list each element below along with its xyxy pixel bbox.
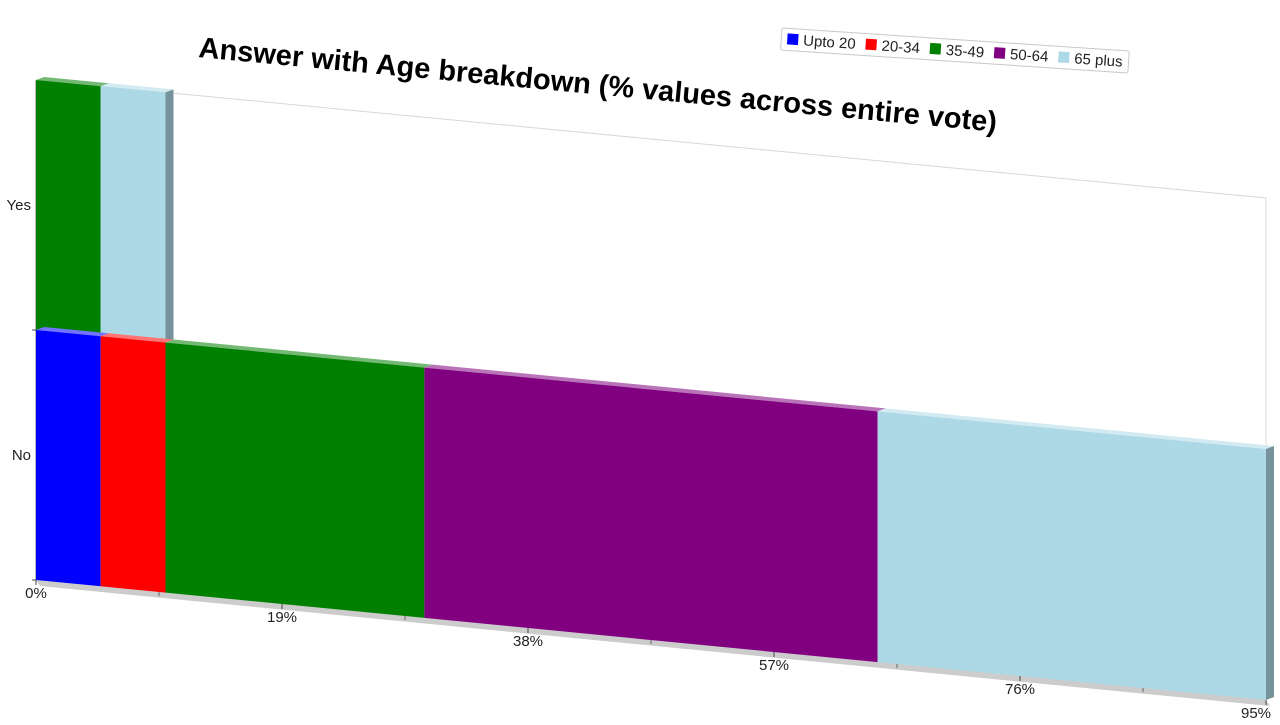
legend-swatch <box>786 33 799 46</box>
plot-floor <box>36 580 1270 706</box>
x-tick-label: 38% <box>513 633 543 650</box>
bar-yes-35-49[interactable] <box>36 80 101 337</box>
bars-group <box>36 77 1274 700</box>
bar-no-upto-20[interactable] <box>36 330 101 587</box>
bar-side-yes-65-plus <box>165 89 174 343</box>
legend-swatch <box>929 42 942 55</box>
bar-no-20-34[interactable] <box>100 336 166 593</box>
y-category-label: No <box>12 447 31 464</box>
legend-swatch <box>865 38 878 51</box>
x-tick-label: 57% <box>759 657 789 674</box>
bar-no-65-plus[interactable] <box>877 411 1266 700</box>
y-category-label: Yes <box>7 197 31 214</box>
x-tick-label: 0% <box>25 585 47 602</box>
bar-no-50-64[interactable] <box>424 367 878 663</box>
bar-no-35-49[interactable] <box>165 342 425 618</box>
x-tick-label: 95% <box>1241 705 1271 720</box>
bar-yes-65-plus[interactable] <box>100 86 166 343</box>
bar-top-no-35-49 <box>165 339 433 368</box>
x-tick-label: 19% <box>267 609 297 626</box>
legend-label: 65 plus <box>1074 50 1123 70</box>
bar-top-yes-35-49 <box>36 77 109 87</box>
bar-top-no-20-34 <box>100 333 174 343</box>
x-tick-label: 76% <box>1005 681 1035 698</box>
bar-top-no-65-plus <box>877 408 1274 449</box>
legend[interactable]: Upto 20 20-34 35-49 50-64 65 plus <box>780 27 1130 74</box>
axis-group: 0% 19% 38% 57% 76% 95% Yes No <box>7 197 1272 722</box>
bar-top-no-upto-20 <box>36 327 109 337</box>
legend-label: 35-49 <box>945 42 984 62</box>
legend-label: Upto 20 <box>803 32 857 52</box>
bar-top-yes-65-plus <box>100 83 174 93</box>
bar-top-no-50-64 <box>424 364 886 412</box>
legend-swatch <box>993 47 1006 59</box>
legend-label: 50-64 <box>1009 46 1048 66</box>
legend-label: 20-34 <box>881 38 920 58</box>
bar-side-no-65-plus <box>1266 446 1274 700</box>
legend-swatch <box>1058 51 1070 64</box>
